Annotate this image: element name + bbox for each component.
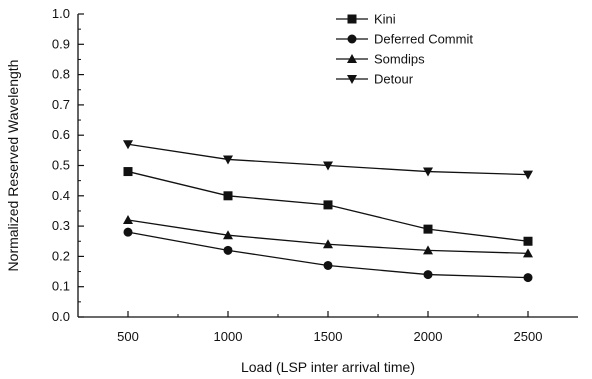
data-point-deferred-commit: [523, 273, 533, 283]
data-point-detour: [223, 155, 233, 165]
y-tick-label: 0.8: [52, 67, 70, 82]
data-point-kini: [123, 167, 133, 177]
y-axis-label: Normalized Reserved Wavelength: [5, 60, 21, 272]
legend-item-somdips: Somdips: [336, 52, 425, 67]
data-point-deferred-commit: [423, 270, 433, 280]
x-tick-label: 1000: [214, 329, 243, 344]
y-tick-label: 0.3: [52, 218, 70, 233]
data-point-deferred-commit: [123, 227, 133, 237]
series-kini: [123, 167, 533, 246]
data-point-somdips: [523, 248, 533, 258]
legend-label-deferred-commit: Deferred Commit: [374, 32, 473, 47]
chart-axes: 0.0 0.1 0.2 0.3 0.4 0.5 0.6 0.7 0.8 0.9 1.0 500 1000…: [52, 6, 578, 344]
series-line-somdips: [127, 219, 529, 255]
data-point-somdips: [123, 215, 133, 225]
x-tick-label: 1500: [314, 329, 343, 344]
y-tick-label: 0.9: [52, 36, 70, 51]
data-point-detour: [423, 167, 433, 177]
y-tick-label: 0.4: [52, 188, 70, 203]
series-deferred-commit: [123, 227, 533, 283]
data-point-kini: [223, 191, 233, 201]
legend-marker-detour: [347, 75, 357, 84]
legend-label-detour: Detour: [374, 72, 414, 87]
series-detour: [123, 140, 533, 180]
legend-marker-deferred-commit: [347, 34, 357, 44]
y-tick-label: 0.6: [52, 127, 70, 142]
y-tick-label: 0.5: [52, 158, 70, 173]
series-line-deferred-commit: [127, 231, 529, 279]
x-axis-label: Load (LSP inter arrival time): [241, 359, 415, 375]
y-tick-label: 0.7: [52, 97, 70, 112]
y-tick-label: 0.2: [52, 248, 70, 263]
series-somdips: [123, 215, 533, 258]
data-point-detour: [323, 161, 333, 171]
data-point-kini: [523, 236, 533, 246]
data-point-somdips: [323, 239, 333, 249]
legend-label-somdips: Somdips: [374, 52, 425, 67]
legend-marker-somdips: [347, 54, 357, 63]
chart-legend: Kini Deferred Commit Somdips Detour: [336, 12, 473, 87]
legend-marker-kini: [347, 14, 357, 24]
data-point-deferred-commit: [323, 260, 333, 270]
x-tick-label: 2000: [414, 329, 443, 344]
legend-item-deferred-commit: Deferred Commit: [336, 32, 473, 47]
data-point-deferred-commit: [223, 245, 233, 255]
data-point-kini: [423, 224, 433, 234]
legend-item-kini: Kini: [336, 12, 396, 27]
legend-item-detour: Detour: [336, 72, 414, 87]
legend-label-kini: Kini: [374, 12, 396, 27]
chart-series: [123, 140, 533, 283]
y-tick-label: 1.0: [52, 6, 70, 21]
y-tick-label: 0.0: [52, 309, 70, 324]
data-point-detour: [123, 140, 133, 150]
data-point-detour: [523, 170, 533, 180]
data-point-kini: [323, 200, 333, 210]
x-tick-label: 2500: [514, 329, 543, 344]
x-tick-label: 500: [117, 329, 139, 344]
data-point-somdips: [223, 230, 233, 240]
data-point-somdips: [423, 245, 433, 255]
y-tick-label: 0.1: [52, 279, 70, 294]
